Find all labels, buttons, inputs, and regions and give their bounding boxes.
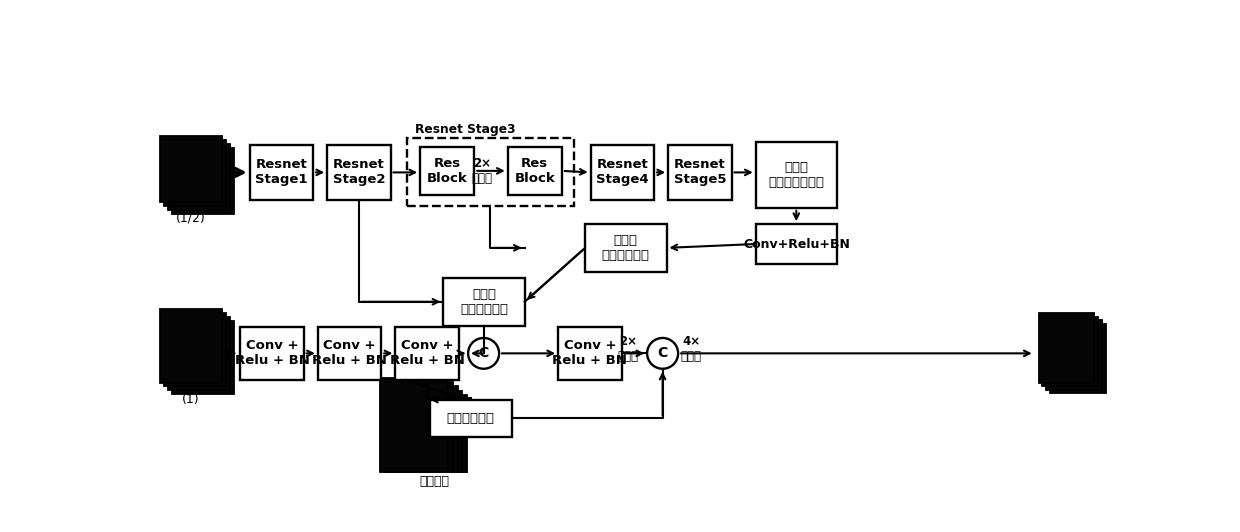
FancyBboxPatch shape <box>172 148 234 214</box>
FancyBboxPatch shape <box>172 321 234 394</box>
Text: 多尺度
特征融合模块: 多尺度 特征融合模块 <box>601 234 650 262</box>
Text: 多尺度
特征融合模块: 多尺度 特征融合模块 <box>460 288 508 316</box>
FancyBboxPatch shape <box>169 144 231 210</box>
FancyBboxPatch shape <box>379 378 448 472</box>
Text: Res
Block: Res Block <box>427 157 467 185</box>
Text: 多尺度
注意力优化模块: 多尺度 注意力优化模块 <box>769 161 825 189</box>
FancyBboxPatch shape <box>507 147 562 195</box>
FancyBboxPatch shape <box>585 224 667 272</box>
Text: Resnet Stage3: Resnet Stage3 <box>414 123 516 136</box>
FancyBboxPatch shape <box>755 224 837 264</box>
Text: Conv +
Relu + BN: Conv + Relu + BN <box>312 339 387 368</box>
FancyBboxPatch shape <box>389 386 458 480</box>
FancyBboxPatch shape <box>164 140 226 206</box>
FancyBboxPatch shape <box>590 145 655 200</box>
Text: Res
Block: Res Block <box>515 157 556 185</box>
FancyBboxPatch shape <box>327 145 391 200</box>
Text: C: C <box>657 346 668 360</box>
Text: (1/2): (1/2) <box>176 212 206 225</box>
FancyBboxPatch shape <box>430 400 511 437</box>
FancyBboxPatch shape <box>444 278 525 326</box>
Text: Resnet
Stage5: Resnet Stage5 <box>673 159 727 186</box>
FancyBboxPatch shape <box>1047 320 1102 389</box>
Text: 边界标签: 边界标签 <box>419 475 449 488</box>
FancyBboxPatch shape <box>160 136 222 203</box>
FancyBboxPatch shape <box>755 143 837 208</box>
FancyBboxPatch shape <box>249 145 312 200</box>
Text: 2×
上采样: 2× 上采样 <box>618 335 639 363</box>
Text: 4×
上采样: 4× 上采样 <box>681 335 702 363</box>
FancyBboxPatch shape <box>1039 313 1095 383</box>
Text: C: C <box>479 346 489 360</box>
Text: Conv +
Relu + BN: Conv + Relu + BN <box>389 339 465 368</box>
Text: 2×
下采样: 2× 下采样 <box>471 157 492 185</box>
Text: Conv +
Relu + BN: Conv + Relu + BN <box>552 339 627 368</box>
FancyBboxPatch shape <box>169 317 231 390</box>
FancyBboxPatch shape <box>164 313 226 386</box>
FancyBboxPatch shape <box>384 382 453 476</box>
FancyBboxPatch shape <box>241 327 304 379</box>
Text: Resnet
Stage1: Resnet Stage1 <box>255 159 308 186</box>
Circle shape <box>469 338 498 369</box>
Circle shape <box>647 338 678 369</box>
FancyBboxPatch shape <box>317 327 381 379</box>
FancyBboxPatch shape <box>1050 323 1106 393</box>
FancyBboxPatch shape <box>396 327 459 379</box>
FancyBboxPatch shape <box>668 145 732 200</box>
Text: Resnet
Stage2: Resnet Stage2 <box>332 159 386 186</box>
FancyBboxPatch shape <box>399 395 467 489</box>
Text: Conv +
Relu + BN: Conv + Relu + BN <box>234 339 310 368</box>
FancyBboxPatch shape <box>1043 317 1099 386</box>
FancyBboxPatch shape <box>160 310 222 383</box>
Text: Resnet
Stage4: Resnet Stage4 <box>596 159 649 186</box>
Text: 边界增强模块: 边界增强模块 <box>446 412 495 425</box>
Text: (1): (1) <box>182 393 200 405</box>
FancyBboxPatch shape <box>558 327 621 379</box>
FancyBboxPatch shape <box>394 390 463 485</box>
FancyBboxPatch shape <box>420 147 474 195</box>
Text: Conv+Relu+BN: Conv+Relu+BN <box>743 237 849 251</box>
